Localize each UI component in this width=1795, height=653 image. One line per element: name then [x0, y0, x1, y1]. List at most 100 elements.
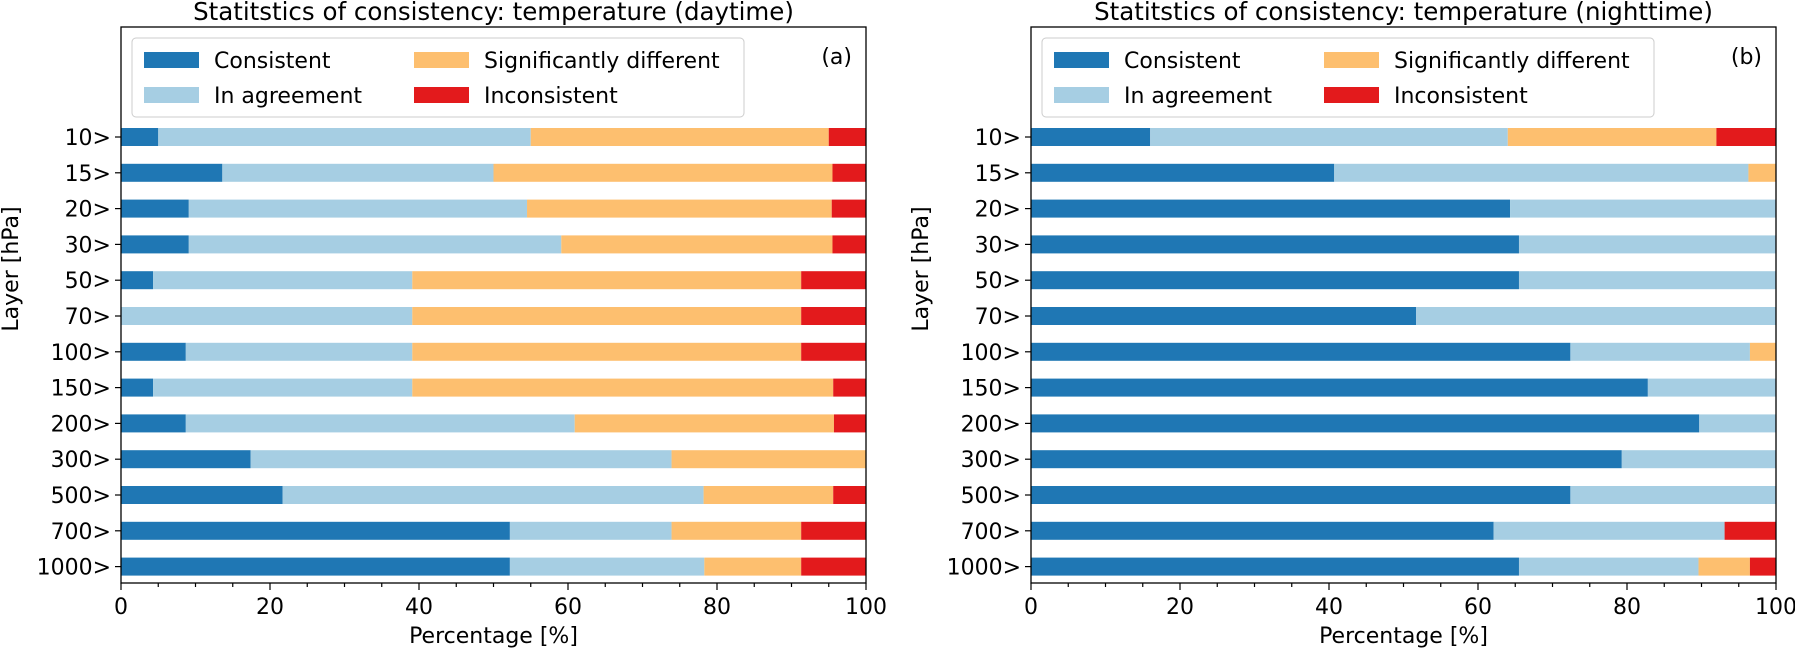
- bar-in-agreement-20: [188, 199, 528, 218]
- x-tick-label: 40: [1315, 595, 1343, 620]
- x-tick-label: 80: [703, 595, 731, 620]
- bar-inconsistent-20: [831, 199, 866, 218]
- bar-in-agreement-200: [1699, 414, 1776, 433]
- bar-significantly-different-10: [1507, 128, 1717, 146]
- bar-inconsistent-500: [833, 486, 866, 504]
- bar-significantly-different-15: [1748, 163, 1776, 182]
- bar-consistent-20: [1031, 199, 1511, 218]
- chart-right: Statitstics of consistency: temperature …: [909, 0, 1795, 649]
- bar-consistent-1000: [1031, 557, 1519, 576]
- bar-inconsistent-150: [833, 378, 866, 397]
- bar-consistent-500: [121, 486, 283, 504]
- bar-consistent-700: [121, 521, 510, 540]
- bar-consistent-10: [1031, 128, 1151, 146]
- bar-consistent-30: [121, 235, 189, 254]
- bar-consistent-100: [1031, 342, 1571, 361]
- y-axis-label: Layer [hPa]: [909, 206, 934, 331]
- chart-left: Statitstics of consistency: temperature …: [0, 0, 887, 649]
- chart-title: Statitstics of consistency: temperature …: [1094, 0, 1713, 26]
- bar-in-agreement-30: [188, 235, 562, 254]
- bar-inconsistent-100: [801, 342, 866, 361]
- bar-inconsistent-50: [801, 271, 866, 290]
- bar-inconsistent-1000: [1749, 557, 1776, 576]
- bar-in-agreement-50: [1518, 271, 1776, 290]
- bar-consistent-10: [121, 128, 159, 146]
- chart-title: Statitstics of consistency: temperature …: [193, 0, 794, 26]
- legend-swatch-significantly-different: [1324, 52, 1379, 68]
- y-tick-label: 15>: [65, 162, 111, 187]
- bar-in-agreement-50: [153, 271, 413, 290]
- bar-inconsistent-700: [1724, 521, 1776, 540]
- bar-significantly-different-50: [412, 271, 802, 290]
- bar-in-agreement-500: [282, 486, 704, 504]
- bar-consistent-300: [1031, 450, 1622, 469]
- legend-swatch-significantly-different: [414, 52, 469, 68]
- x-tick-label: 20: [1166, 595, 1194, 620]
- y-tick-label: 50>: [65, 269, 111, 294]
- bar-in-agreement-30: [1518, 235, 1776, 254]
- y-tick-label: 500>: [51, 484, 111, 509]
- bar-inconsistent-70: [801, 307, 866, 325]
- bar-in-agreement-200: [185, 414, 575, 433]
- bar-inconsistent-15: [832, 163, 866, 182]
- legend-swatch-consistent: [144, 52, 199, 68]
- bar-consistent-150: [1031, 378, 1648, 397]
- bar-consistent-500: [1031, 486, 1571, 504]
- bar-consistent-1000: [121, 557, 510, 576]
- bar-consistent-15: [121, 163, 223, 182]
- bar-in-agreement-1000: [1518, 557, 1699, 576]
- panel-label: (a): [821, 45, 852, 70]
- y-tick-label: 70>: [65, 305, 111, 330]
- bar-significantly-different-150: [412, 378, 834, 397]
- panel-label: (b): [1731, 45, 1762, 70]
- bar-consistent-70: [1031, 307, 1417, 325]
- x-tick-label: 60: [1464, 595, 1492, 620]
- y-tick-label: 20>: [975, 198, 1021, 223]
- bar-consistent-15: [1031, 163, 1335, 182]
- bar-consistent-50: [121, 271, 154, 290]
- bar-in-agreement-15: [222, 163, 494, 182]
- y-tick-label: 300>: [961, 448, 1021, 473]
- legend-box: [131, 37, 745, 118]
- bar-consistent-300: [121, 450, 251, 469]
- bar-significantly-different-100: [1749, 342, 1776, 361]
- y-tick-label: 1000>: [947, 556, 1021, 581]
- y-tick-label: 200>: [51, 412, 111, 437]
- legend-label-inconsistent: Inconsistent: [484, 84, 618, 109]
- bar-in-agreement-1000: [509, 557, 705, 576]
- legend-swatch-consistent: [1054, 52, 1109, 68]
- legend-label-consistent: Consistent: [1124, 49, 1241, 74]
- y-tick-label: 100>: [961, 341, 1021, 366]
- y-tick-label: 700>: [961, 520, 1021, 545]
- legend-label-inconsistent: Inconsistent: [1394, 84, 1528, 109]
- y-tick-label: 150>: [51, 377, 111, 402]
- bar-significantly-different-700: [671, 521, 802, 540]
- bar-significantly-different-30: [561, 235, 833, 254]
- legend-label-in-agreement: In agreement: [1124, 84, 1272, 109]
- y-tick-label: 700>: [51, 520, 111, 545]
- bar-in-agreement-300: [1621, 450, 1776, 469]
- y-tick-label: 50>: [975, 269, 1021, 294]
- legend-label-in-agreement: In agreement: [214, 84, 362, 109]
- y-tick-label: 500>: [961, 484, 1021, 509]
- y-tick-label: 300>: [51, 448, 111, 473]
- bar-significantly-different-70: [412, 307, 802, 325]
- bar-in-agreement-70: [1416, 307, 1776, 325]
- x-tick-label: 0: [114, 595, 128, 620]
- legend-swatch-inconsistent: [414, 87, 469, 103]
- bar-significantly-different-1000: [704, 557, 802, 576]
- bar-in-agreement-500: [1570, 486, 1776, 504]
- bar-inconsistent-700: [801, 521, 866, 540]
- bar-inconsistent-10: [828, 128, 866, 146]
- x-tick-label: 0: [1024, 595, 1038, 620]
- bar-in-agreement-10: [1150, 128, 1508, 146]
- legend-label-significantly-different: Significantly different: [484, 49, 720, 74]
- bar-consistent-20: [121, 199, 189, 218]
- bar-in-agreement-150: [1647, 378, 1776, 397]
- bar-significantly-different-1000: [1698, 557, 1750, 576]
- bar-significantly-different-15: [493, 163, 833, 182]
- bar-inconsistent-1000: [801, 557, 866, 576]
- legend-box: [1041, 37, 1655, 118]
- bar-inconsistent-200: [833, 414, 866, 433]
